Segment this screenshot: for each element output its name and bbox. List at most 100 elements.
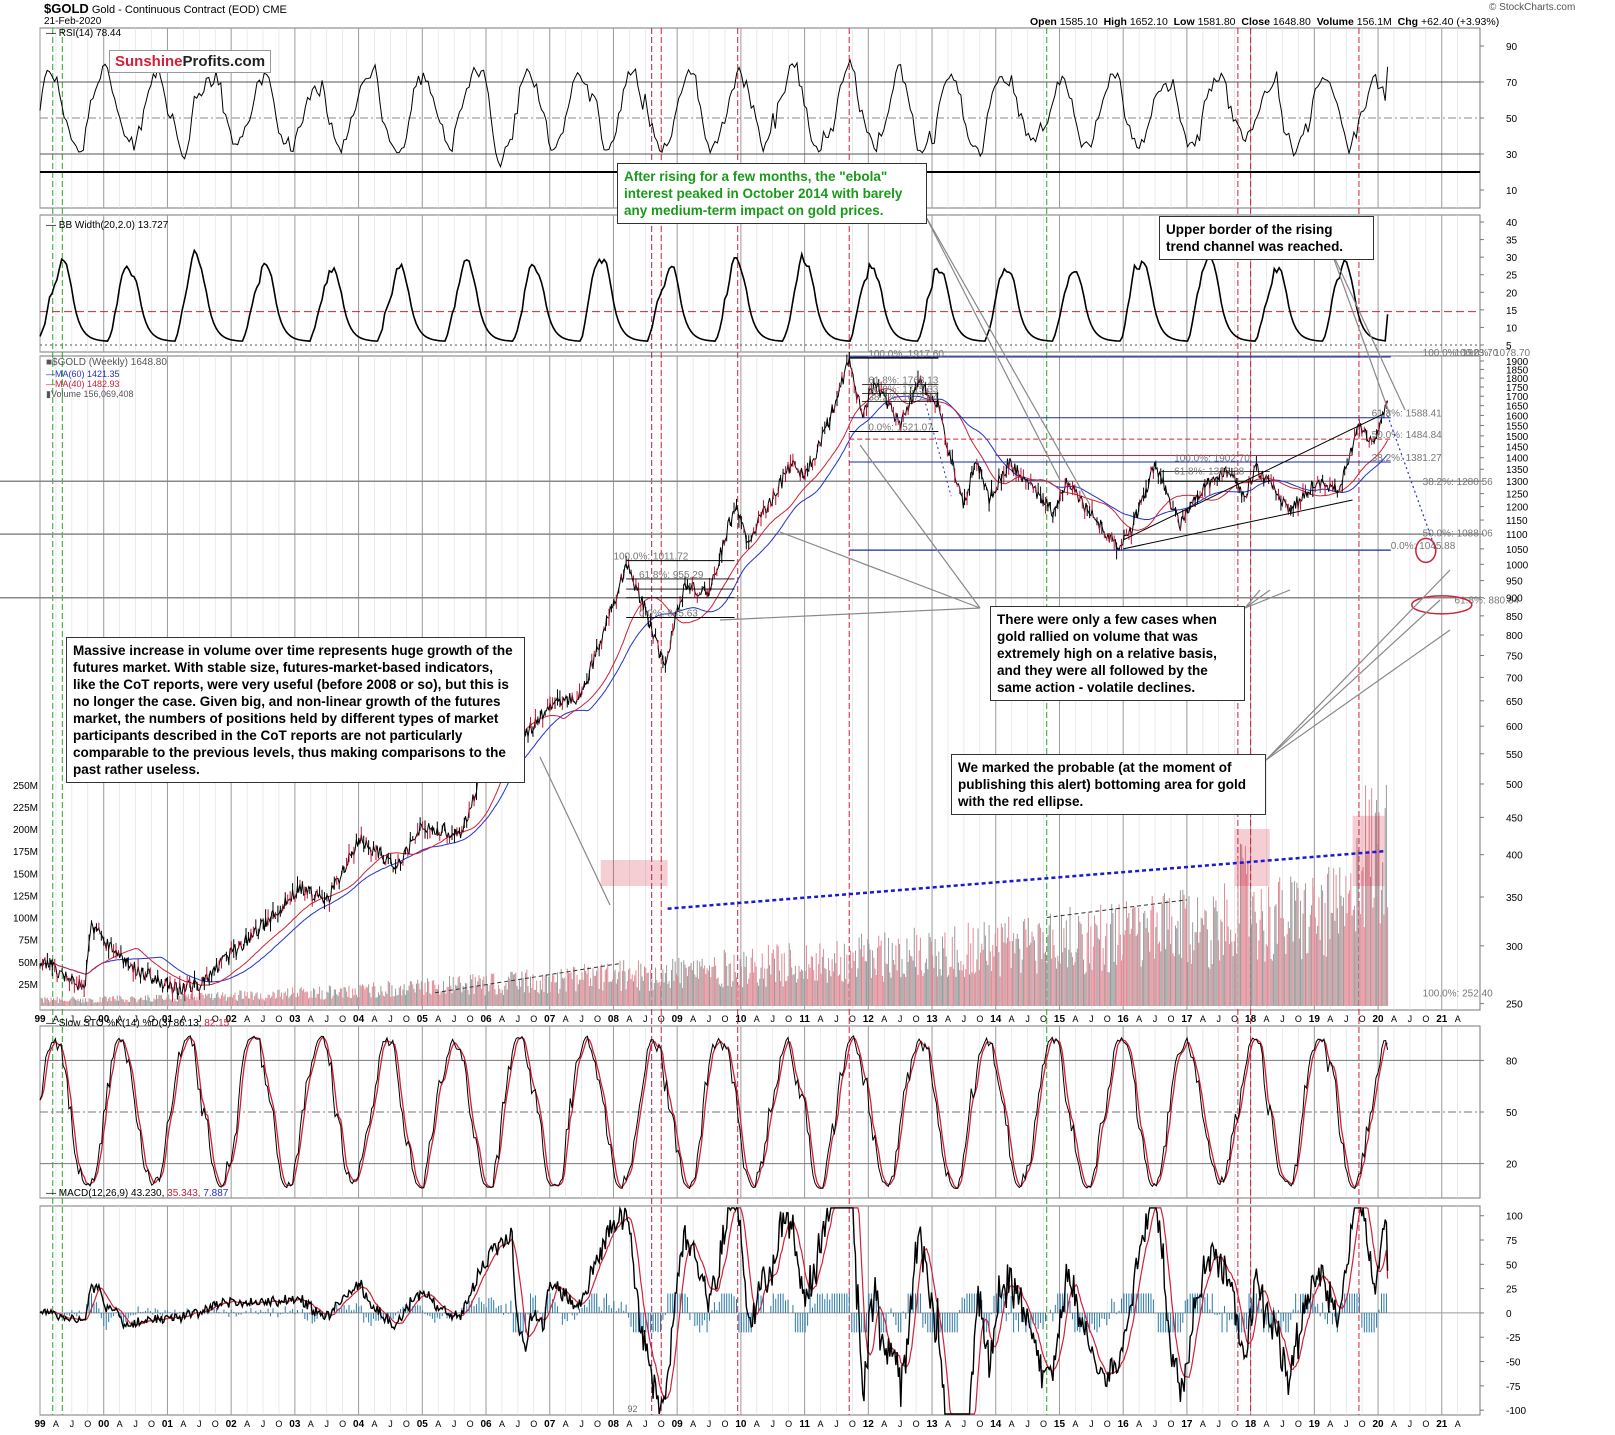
x-tick-label: 13	[926, 1014, 938, 1025]
x-tick-label-bottom: 99	[34, 1419, 46, 1430]
few-cases-annotation: There were only a few cases when gold ra…	[990, 606, 1245, 701]
x-tick-label: J	[1408, 1014, 1413, 1024]
price-tick: 1850	[1506, 365, 1529, 376]
fib-label: 100.0%: 1923.70	[1423, 348, 1499, 359]
bb-tick: 25	[1506, 271, 1518, 282]
volume-trend-gray-2	[1046, 899, 1187, 919]
x-tick-label-bottom: 03	[289, 1419, 301, 1430]
macd-tick: -25	[1506, 1333, 1521, 1344]
x-tick-label: J	[898, 1014, 903, 1024]
x-tick-label-bottom: J	[1153, 1419, 1158, 1429]
low-value: 1581.80	[1197, 16, 1236, 28]
x-tick-label-bottom: J	[1025, 1419, 1030, 1429]
exchange: CME	[262, 4, 287, 16]
x-tick-label-bottom: 15	[1054, 1419, 1066, 1430]
x-tick-label: A	[563, 1014, 569, 1024]
macd-tick: 25	[1506, 1285, 1518, 1296]
sto-tick: 80	[1506, 1056, 1518, 1067]
x-tick-label-bottom: A	[1391, 1419, 1397, 1429]
x-tick-label-bottom: 18	[1245, 1419, 1257, 1430]
macd-tick: 50	[1506, 1260, 1518, 1271]
price-tick: 600	[1506, 722, 1523, 733]
fib-label: 100.0%: 252.40	[1423, 988, 1493, 999]
x-tick-label-bottom: 20	[1372, 1419, 1384, 1430]
x-tick-label: 14	[990, 1014, 1002, 1025]
x-tick-label-bottom: A	[499, 1419, 505, 1429]
fib-label: 38.2%: 1381.27	[1372, 453, 1442, 464]
x-tick-label: A	[754, 1014, 760, 1024]
x-tick-label-bottom: O	[530, 1419, 537, 1429]
x-tick-label: A	[117, 1014, 123, 1024]
fib-label: 50.0%: 1088.06	[1423, 529, 1493, 540]
x-tick-label-bottom: A	[180, 1419, 186, 1429]
x-tick-label: J	[770, 1014, 775, 1024]
x-tick-label: A	[1455, 1014, 1461, 1024]
x-tick-label: 10	[735, 1014, 747, 1025]
x-tick-label: A	[818, 1014, 824, 1024]
x-tick-label-bottom: O	[849, 1419, 856, 1429]
volume-trend-blue	[667, 849, 1385, 910]
bb-tick: 10	[1506, 323, 1518, 334]
bb-width-line	[39, 248, 1389, 342]
price-title: ■$GOLD (Weekly) 1648.80	[46, 357, 167, 368]
x-tick-label: A	[1136, 1014, 1142, 1024]
x-tick-label: J	[388, 1014, 393, 1024]
sto-tick: 50	[1506, 1108, 1518, 1119]
x-tick-label: J	[1280, 1014, 1285, 1024]
x-tick-label: A	[1264, 1014, 1270, 1024]
x-tick-label: J	[1344, 1014, 1349, 1024]
x-tick-label: A	[1200, 1014, 1206, 1024]
x-tick-label-bottom: O	[658, 1419, 665, 1429]
callout-pointer	[719, 607, 981, 621]
channel-upper	[1122, 412, 1385, 541]
price-tick: 850	[1506, 612, 1523, 623]
x-tick-label-bottom: A	[626, 1419, 632, 1429]
x-tick-label-bottom: J	[261, 1419, 266, 1429]
price-tick: 500	[1506, 780, 1523, 791]
x-tick-label: O	[849, 1014, 856, 1024]
price-tick: 1700	[1506, 392, 1529, 403]
x-tick-label-bottom: J	[1089, 1419, 1094, 1429]
x-tick-label: O	[1231, 1014, 1238, 1024]
x-tick-label: O	[1422, 1014, 1429, 1024]
panel-frame-macd	[39, 1205, 1481, 1416]
x-tick-label-bottom: A	[881, 1419, 887, 1429]
macd-tick: 0	[1506, 1309, 1512, 1320]
x-tick-label: 99	[34, 1014, 46, 1025]
macd-signal-value: 35.343,	[167, 1188, 203, 1199]
x-tick-label: 20	[1372, 1014, 1384, 1025]
x-tick-label-bottom: O	[84, 1419, 91, 1429]
callout-pointer	[1329, 247, 1406, 411]
x-tick-label: A	[499, 1014, 505, 1024]
x-tick-label-bottom: 11	[799, 1419, 810, 1430]
x-tick-label-bottom: A	[308, 1419, 314, 1429]
x-tick-label: J	[70, 1014, 75, 1024]
x-tick-label: 11	[799, 1014, 810, 1025]
bb-tick: 20	[1506, 288, 1518, 299]
x-tick-label-bottom: O	[1359, 1419, 1366, 1429]
x-tick-label: A	[690, 1014, 696, 1024]
macd-line	[39, 1205, 1389, 1415]
x-tick-label-bottom: 04	[353, 1419, 365, 1430]
fib-label: 100.0%: 1902.70	[1174, 454, 1250, 465]
volume-tick: 175M	[13, 847, 38, 858]
callout-pointer	[1265, 629, 1451, 761]
x-tick-label-bottom: A	[563, 1419, 569, 1429]
x-tick-label: 06	[480, 1014, 492, 1025]
x-tick-label: J	[452, 1014, 457, 1024]
price-tick: 1250	[1506, 490, 1529, 501]
fib-label: 38.2%: 1672.44	[868, 392, 938, 403]
stockcharts-credit: © StockCharts.com	[1489, 2, 1576, 13]
x-tick-label-bottom: A	[372, 1419, 378, 1429]
bb-tick: 40	[1506, 218, 1518, 229]
x-tick-label-bottom: 17	[1181, 1419, 1193, 1430]
x-tick-label-bottom: J	[707, 1419, 712, 1429]
price-tick: 1900	[1506, 357, 1529, 368]
x-tick-label-bottom: A	[1455, 1419, 1461, 1429]
price-tick: 550	[1506, 750, 1523, 761]
x-tick-label-bottom: J	[197, 1419, 202, 1429]
chg-label: Chg	[1397, 16, 1419, 28]
target-ellipse-large	[1411, 595, 1473, 615]
x-tick-label-bottom: 12	[863, 1419, 875, 1430]
volume-value: 156.1M	[1356, 16, 1392, 28]
